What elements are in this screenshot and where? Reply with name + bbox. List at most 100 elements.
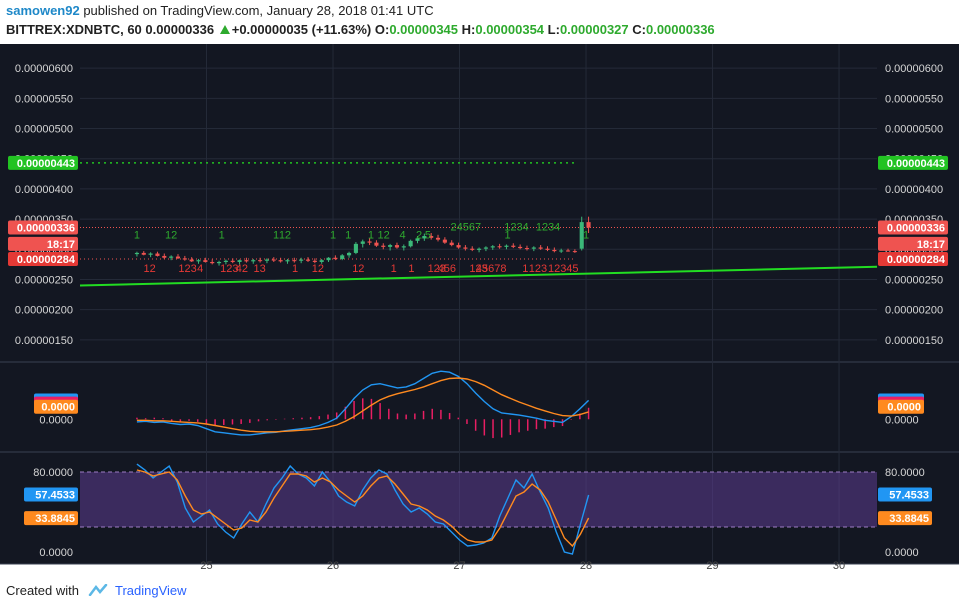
seq-marker-down: 123: [469, 263, 487, 275]
candle-body: [360, 241, 365, 244]
rsi-band: [80, 472, 877, 527]
seq-marker-up: 2: [416, 229, 422, 241]
chart-area[interactable]: 25 26 27 28 29 30 0.00000600 0.00000600 0.000005…: [0, 44, 959, 578]
publish-text: published on TradingView.com, January 28…: [83, 3, 434, 18]
y-tick-label-right: 0.00000550: [885, 93, 943, 105]
candle-body: [216, 261, 222, 264]
candle-body: [422, 236, 427, 239]
x-tick-label: 28: [580, 560, 592, 572]
macd-signal-line: [136, 377, 589, 433]
candle-body: [524, 248, 530, 250]
y-tick-label-left: 0.00000200: [15, 305, 73, 317]
seq-marker-down: 45678: [476, 263, 507, 275]
author-name[interactable]: samowen92: [6, 3, 80, 18]
candle-body: [292, 260, 297, 262]
candle-body: [504, 245, 509, 247]
candle-body: [408, 240, 413, 247]
rsi-axis-label-left: 0.0000: [39, 547, 73, 559]
rsi-tag-left-bg: [24, 487, 78, 502]
seq-marker-down: 1: [391, 263, 397, 275]
y-tick-label-left: 0.00000600: [15, 63, 73, 75]
seq-marker-down: 12: [312, 263, 324, 275]
candle-body: [415, 238, 420, 241]
seq-marker-up: 12: [165, 229, 177, 241]
candle-body: [141, 252, 146, 255]
price-tag-left: 0.00000443: [17, 158, 75, 170]
y-tick-label-right: 0.00000500: [885, 124, 943, 136]
candle-body: [271, 259, 276, 261]
y-tick-label-left: 0.00000500: [15, 124, 73, 136]
candle-body: [545, 248, 550, 250]
seq-marker-down: 12345: [548, 263, 579, 275]
tradingview-brand[interactable]: TradingView: [114, 583, 187, 598]
price-tag-right-bg: [878, 155, 948, 170]
candle-body: [134, 252, 139, 255]
candle-body: [353, 243, 358, 253]
x-tick-label: 27: [453, 560, 465, 572]
candle-body: [340, 255, 345, 259]
seq-marker-up: 1: [330, 229, 336, 241]
seq-marker-down: 123: [178, 263, 196, 275]
created-with-text: Created with: [6, 583, 79, 598]
seq-marker-down: 1: [522, 263, 528, 275]
candle-body: [394, 245, 400, 248]
rsi-tag-left: 57.4533: [35, 490, 75, 502]
price-tag-right-bg: [878, 236, 948, 251]
candle-body: [244, 260, 249, 262]
candle-body: [579, 222, 584, 249]
candle-body: [203, 260, 208, 262]
candle-body: [175, 256, 181, 259]
seq-marker-down: 12: [352, 263, 364, 275]
x-tick-label: 30: [833, 560, 845, 572]
rsi-tag-right: 57.4533: [889, 490, 929, 502]
y-tick-label-right: 0.00000200: [885, 305, 943, 317]
candle-body: [182, 258, 187, 260]
candle-body: [258, 260, 263, 262]
y-tick-label-left: 0.00000400: [15, 184, 73, 196]
seq-marker-up: 1: [219, 229, 225, 241]
candle-body: [572, 251, 577, 253]
seq-marker-down: 123: [220, 263, 238, 275]
candle-body: [278, 260, 283, 262]
candle-body: [442, 239, 447, 243]
seq-marker-down: 4: [197, 263, 203, 275]
high-value: 0.00000354: [475, 22, 545, 37]
candle-body: [305, 259, 311, 261]
up-triangle-icon: [219, 25, 230, 34]
seq-marker-up: 1: [345, 229, 351, 241]
price-tag-left-bg: [8, 155, 78, 170]
candle-body: [511, 245, 516, 247]
price-change: +0.00000035 (+11.63%): [231, 22, 372, 37]
candle-body: [586, 222, 591, 228]
candle-body: [333, 257, 338, 259]
right-axis-strip: [877, 44, 959, 564]
candle-body: [264, 259, 269, 261]
x-tick-label: 26: [327, 560, 339, 572]
seq-marker-down: 123: [428, 263, 446, 275]
price-tag-right: 0.00000443: [887, 158, 945, 170]
price-tag-right: 0.00000336: [887, 223, 945, 235]
candle-body: [470, 248, 475, 250]
rsi-axis-label-right: 0.0000: [885, 547, 919, 559]
seq-marker-up: 1: [368, 229, 374, 241]
x-tick-label: 25: [200, 560, 212, 572]
candle-body: [299, 259, 304, 261]
trendline: [79, 265, 878, 287]
y-tick-label-left: 0.00000150: [15, 335, 73, 347]
symbol-label: BITTREX:XDNBTC, 60: [6, 22, 142, 37]
candle-body: [388, 245, 393, 247]
close-label: C:: [632, 22, 646, 37]
macd-zero-label-left: 0.0000: [39, 414, 73, 426]
y-tick-label-right: 0.00000600: [885, 63, 943, 75]
candle-body: [490, 246, 495, 248]
seq-marker-up: 1: [583, 229, 589, 241]
candle-body: [463, 247, 468, 249]
last-price: 0.00000336: [145, 22, 215, 37]
price-tag-right-bg: [878, 251, 948, 266]
candle-body: [162, 255, 167, 258]
rsi-axis-label-right: 80.0000: [885, 467, 925, 479]
seq-marker-down: 42: [236, 263, 248, 275]
seq-marker-down: 1: [408, 263, 414, 275]
candle-body: [326, 257, 331, 261]
rsi-signal-line: [136, 469, 590, 548]
